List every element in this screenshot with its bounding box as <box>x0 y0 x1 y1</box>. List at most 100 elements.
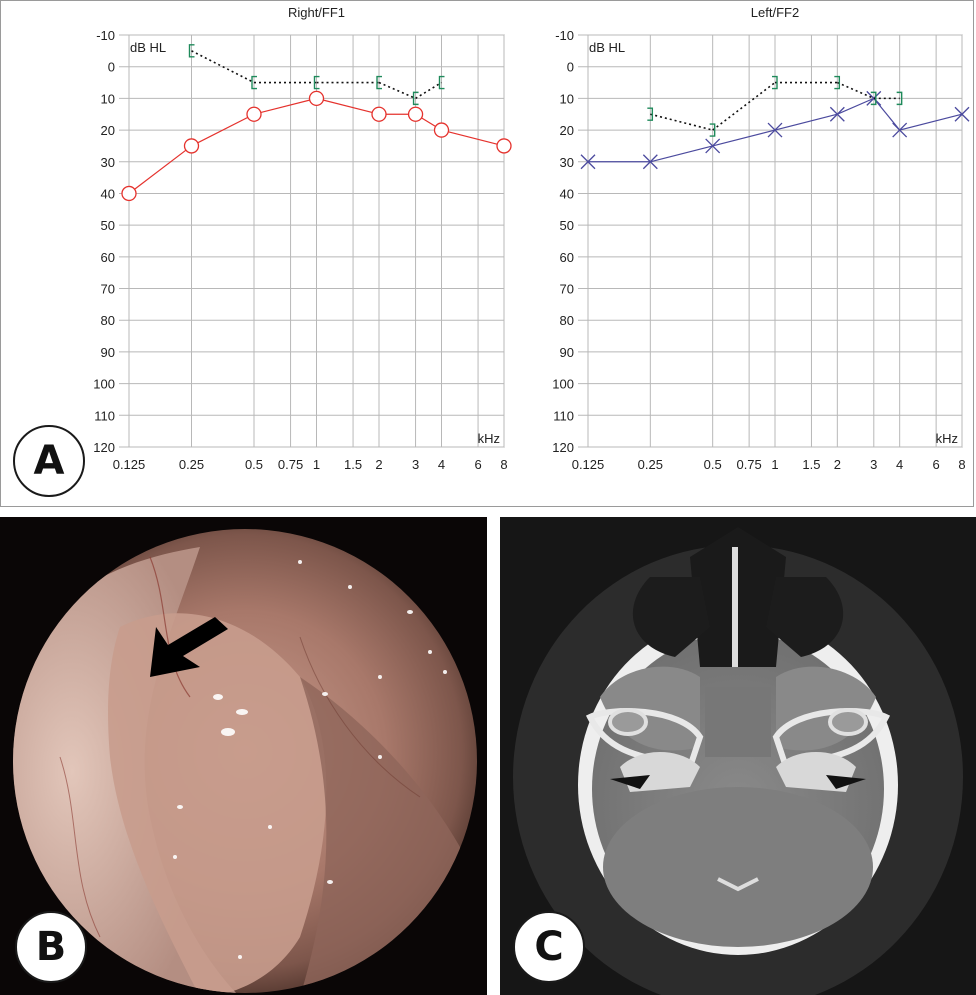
y-tick-label: 120 <box>552 440 574 455</box>
data-point-cross <box>892 122 908 138</box>
y-axis-label: dB HL <box>589 40 625 55</box>
x-tick-label: 4 <box>438 457 445 472</box>
data-point-bracket <box>772 75 778 90</box>
x-tick-label: 0.5 <box>704 457 722 472</box>
data-point-circle <box>371 106 387 122</box>
y-tick-label: 110 <box>553 408 574 423</box>
y-tick-label: 60 <box>560 250 574 265</box>
series-line-segment <box>316 97 380 115</box>
data-point-bracket <box>412 91 419 106</box>
x-tick-label: 0.25 <box>179 457 204 472</box>
x-tick-label: 0.5 <box>245 457 263 472</box>
data-point-bracket <box>313 75 320 90</box>
series-line-segment <box>253 97 317 115</box>
data-point-circle <box>246 106 262 122</box>
x-tick-label: 8 <box>958 457 965 472</box>
x-tick-label: 0.75 <box>736 457 761 472</box>
series-line-segment <box>191 113 255 147</box>
series-line-segment <box>650 113 713 131</box>
y-tick-label: -10 <box>96 28 115 43</box>
y-tick-label: 50 <box>560 218 574 233</box>
y-tick-label: 20 <box>560 123 574 138</box>
data-point-circle <box>121 185 137 202</box>
x-tick-label: 6 <box>474 457 481 472</box>
data-point-bracket <box>251 75 257 90</box>
y-tick-label: 110 <box>94 408 115 423</box>
audiogram-panel: 0.125 0.25 0.5 0.75 1 1.5 2 3 4 6 8 -10 0 10 20 30 40 50 6… <box>0 0 974 507</box>
y-tick-label: 90 <box>101 345 115 360</box>
y-tick-label: 100 <box>93 377 115 392</box>
y-tick-label: 10 <box>560 91 574 106</box>
data-point-circle <box>407 106 424 122</box>
series-line-segment <box>774 113 838 131</box>
y-tick-label: 40 <box>560 186 574 201</box>
x-tick-label: 1.5 <box>802 457 820 472</box>
series-line-segment <box>415 81 442 100</box>
series-line-segment <box>712 129 776 147</box>
data-point-cross <box>954 106 970 122</box>
x-axis-label: kHz <box>936 431 958 446</box>
data-point-circle <box>308 90 325 107</box>
audiogram-svg: 0.125 0.25 0.5 0.75 1 1.5 2 3 4 6 8 -10 0 10 20 30 40 50 6… <box>93 5 970 472</box>
y-tick-label: 60 <box>101 250 115 265</box>
y-tick-label: 0 <box>567 60 574 75</box>
y-tick-label: 30 <box>560 155 574 170</box>
series-line-segment <box>378 81 416 100</box>
data-point-bracket <box>709 123 716 137</box>
series-line-segment <box>873 98 901 131</box>
y-tick-label: 40 <box>101 186 115 201</box>
x-tick-label: 3 <box>412 457 419 472</box>
data-point-circle <box>433 122 450 138</box>
y-tick-label: -10 <box>555 28 574 43</box>
y-tick-label: 100 <box>552 377 574 392</box>
x-tick-label: 4 <box>896 457 903 472</box>
chart-title: Right/FF1 <box>288 5 345 20</box>
x-tick-label: 0.75 <box>278 457 303 472</box>
data-point-cross <box>580 154 596 170</box>
x-tick-label: 2 <box>834 457 841 472</box>
arrow-marker <box>150 617 228 677</box>
y-tick-label: 70 <box>560 282 574 297</box>
y-tick-label: 20 <box>101 123 115 138</box>
x-axis-label: kHz <box>478 431 500 446</box>
y-tick-label: 80 <box>560 313 574 328</box>
y-tick-label: 50 <box>101 218 115 233</box>
x-tick-label: 6 <box>933 457 940 472</box>
data-point-bracket <box>647 107 654 121</box>
y-axis-label: dB HL <box>130 40 166 55</box>
x-tick-label: 2 <box>375 457 382 472</box>
ct-scan-image <box>500 517 976 995</box>
chart-title: Left/FF2 <box>751 5 799 20</box>
series-line-segment <box>712 81 776 131</box>
y-tick-label: 90 <box>560 345 574 360</box>
data-point-bracket <box>188 44 195 58</box>
x-tick-label: 0.25 <box>638 457 663 472</box>
y-tick-label: 10 <box>101 91 115 106</box>
data-point-circle <box>496 138 512 154</box>
y-tick-label: 30 <box>101 155 115 170</box>
series-line-segment <box>837 81 875 100</box>
series-line-segment <box>191 50 255 84</box>
series-line-segment <box>650 145 713 163</box>
series-line-segment <box>128 145 192 194</box>
panel-label-b: B <box>15 911 87 983</box>
data-point-bracket <box>896 91 903 106</box>
panel-label-a: A <box>13 425 85 497</box>
y-tick-label: 80 <box>101 313 115 328</box>
data-point-cross <box>642 154 658 170</box>
x-tick-label: 1 <box>313 457 320 472</box>
data-point-circle <box>183 138 200 154</box>
data-point-cross <box>829 106 845 122</box>
x-tick-label: 0.125 <box>572 457 605 472</box>
series-line-segment <box>899 113 963 131</box>
series-line-segment <box>441 129 505 147</box>
y-tick-label: 70 <box>101 282 115 297</box>
data-point-bracket <box>438 75 445 90</box>
data-point-cross <box>705 138 721 154</box>
x-tick-label: 3 <box>870 457 877 472</box>
x-tick-label: 8 <box>500 457 507 472</box>
x-tick-label: 1.5 <box>344 457 362 472</box>
series-line-segment <box>837 97 875 115</box>
data-point-bracket <box>834 75 841 90</box>
data-point-bracket <box>870 91 877 106</box>
